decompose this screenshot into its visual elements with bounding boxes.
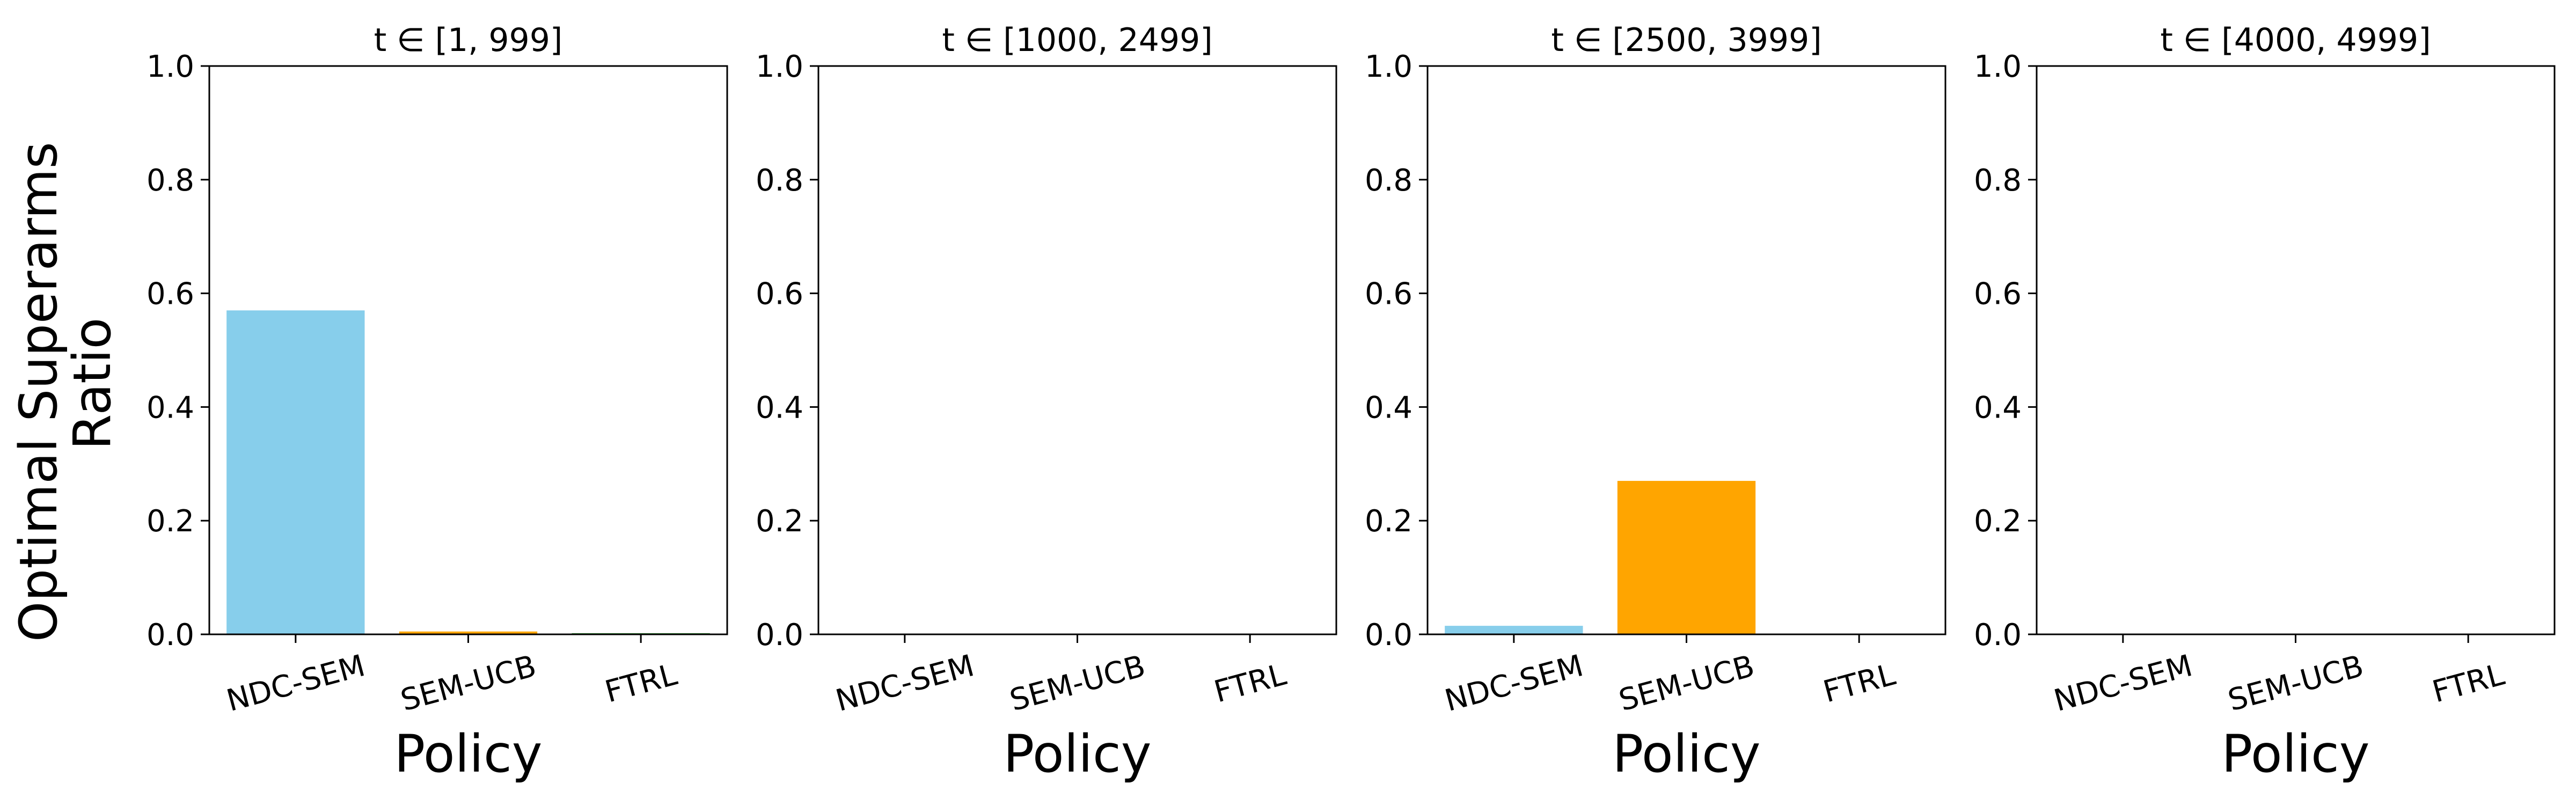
- chart-title: t ∈ [1000, 2499]: [942, 21, 1212, 59]
- y-tick-label: 0.0: [147, 618, 194, 653]
- y-tick-label: 0.4: [1365, 390, 1413, 425]
- y-tick-label: 0.8: [1365, 163, 1413, 198]
- y-tick-label: 1.0: [756, 49, 803, 84]
- y-tick-label: 0.4: [147, 390, 194, 425]
- y-axis-label: Optimal Superarms Ratio: [9, 126, 122, 642]
- panels: 0.0 0.2 0.4 0.6 0.8 1.0 NDC-SEM SEM-UCB FTRL t ∈ …: [147, 21, 2556, 784]
- x-axis-label: Policy: [1003, 724, 1151, 784]
- x-tick-label: NDC-SEM: [223, 648, 369, 719]
- x-axis-label: Policy: [394, 724, 542, 784]
- x-axis-label: Policy: [1612, 724, 1760, 784]
- y-tick-label: 0.6: [1365, 277, 1413, 312]
- y-tick-label: 0.0: [1365, 618, 1413, 653]
- chart-panel: 0.0 0.2 0.4 0.6 0.8 1.0 NDC-SEM SEM-UCB FTRL t ∈ …: [147, 21, 728, 784]
- x-tick-label: SEM-UCB: [2224, 649, 2367, 719]
- y-tick-label: 0.4: [756, 390, 803, 425]
- x-tick-label: NDC-SEM: [1441, 648, 1587, 719]
- chart-title: t ∈ [1, 999]: [374, 21, 563, 59]
- chart-title: t ∈ [4000, 4999]: [2160, 21, 2431, 59]
- y-tick-label: 1.0: [1365, 49, 1413, 84]
- y-tick-label: 0.6: [756, 277, 803, 312]
- x-tick-label: FTRL: [2429, 657, 2508, 710]
- y-tick-label: 0.2: [147, 504, 194, 539]
- bar: [226, 310, 365, 634]
- x-tick-label: SEM-UCB: [1006, 649, 1149, 719]
- axes-frame: [817, 65, 1337, 635]
- y-tick-label: 0.8: [147, 163, 194, 198]
- y-tick-label: 0.8: [1974, 163, 2022, 198]
- y-tick-label: 1.0: [1974, 49, 2022, 84]
- y-tick-label: 0.2: [1974, 504, 2022, 539]
- x-tick-label: SEM-UCB: [1615, 649, 1758, 719]
- chart-panel: 0.0 0.2 0.4 0.6 0.8 1.0 NDC-SEM SEM-UCB FTRL t ∈ …: [756, 21, 1337, 784]
- y-tick-label: 0.0: [756, 618, 803, 653]
- x-tick-label: NDC-SEM: [832, 648, 978, 719]
- y-axis-label-line-2: Ratio: [62, 318, 122, 450]
- y-tick-label: 0.2: [756, 504, 803, 539]
- chart-panel: 0.0 0.2 0.4 0.6 0.8 1.0 NDC-SEM SEM-UCB FTRL t ∈ …: [1974, 21, 2556, 784]
- y-tick-label: 0.6: [147, 277, 194, 312]
- x-tick-label: FTRL: [1211, 657, 1290, 710]
- chart-panel: 0.0 0.2 0.4 0.6 0.8 1.0 NDC-SEM SEM-UCB FTRL t ∈ …: [1365, 21, 1946, 784]
- y-tick-label: 0.2: [1365, 504, 1413, 539]
- y-axis-label-line-1: Optimal Superarms: [9, 142, 69, 642]
- x-tick-label: SEM-UCB: [397, 649, 540, 719]
- x-axis-label: Policy: [2221, 724, 2369, 784]
- y-tick-label: 1.0: [147, 49, 194, 84]
- y-tick-label: 0.4: [1974, 390, 2022, 425]
- y-tick-label: 0.8: [756, 163, 803, 198]
- bar: [1617, 481, 1756, 634]
- bar: [1445, 626, 1583, 634]
- axes-frame: [2036, 65, 2556, 635]
- x-tick-label: FTRL: [1820, 657, 1899, 710]
- x-tick-label: NDC-SEM: [2051, 648, 2196, 719]
- y-tick-label: 0.0: [1974, 618, 2022, 653]
- chart-title: t ∈ [2500, 3999]: [1551, 21, 1821, 59]
- y-tick-label: 0.6: [1974, 277, 2022, 312]
- bar: [399, 631, 538, 634]
- x-tick-label: FTRL: [602, 657, 681, 710]
